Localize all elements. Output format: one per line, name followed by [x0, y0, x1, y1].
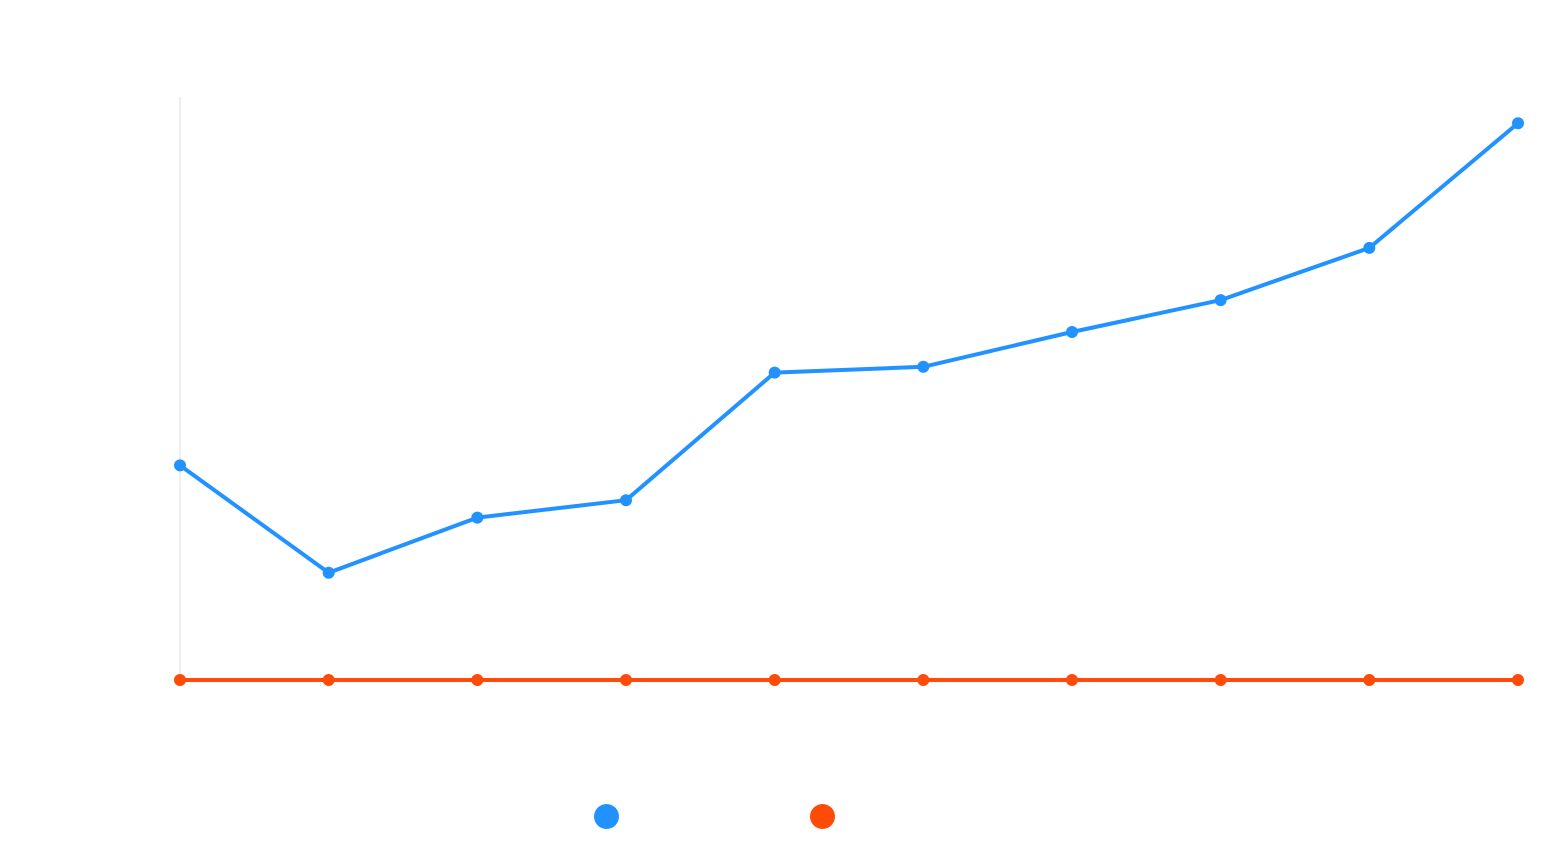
series-2-point-5[interactable] — [768, 674, 781, 686]
series-2-point-6[interactable] — [917, 674, 930, 686]
series-1-point-10[interactable] — [1512, 117, 1524, 130]
series-1-point-6[interactable] — [917, 360, 930, 373]
legend — [0, 798, 1564, 834]
series-2-point-7[interactable] — [1066, 674, 1078, 686]
series-1-point-9[interactable] — [1363, 241, 1376, 254]
series-1-line — [178, 121, 1520, 575]
series-1-point-2[interactable] — [322, 566, 335, 579]
series-2-point-9[interactable] — [1363, 674, 1376, 686]
series-1-point-7[interactable] — [1066, 326, 1078, 338]
series-2-point-4[interactable] — [620, 674, 632, 686]
series-2-point-2[interactable] — [322, 674, 335, 686]
legend-marker-series-2 — [810, 803, 835, 829]
legend-item-series-1[interactable] — [594, 798, 629, 834]
series-2-point-1[interactable] — [174, 674, 186, 686]
series-1-point-1[interactable] — [174, 459, 186, 472]
series-1-point-3[interactable] — [471, 511, 484, 524]
legend-item-series-2[interactable] — [810, 798, 845, 834]
series-2-point-10[interactable] — [1512, 674, 1524, 686]
series-2-point-3[interactable] — [471, 674, 484, 686]
series-layer — [174, 117, 1524, 686]
series-1-point-5[interactable] — [768, 366, 781, 379]
series-1-point-4[interactable] — [620, 494, 632, 507]
legend-marker-series-1 — [594, 803, 619, 829]
series-1-point-8[interactable] — [1214, 294, 1227, 307]
series-2-point-8[interactable] — [1214, 674, 1227, 686]
